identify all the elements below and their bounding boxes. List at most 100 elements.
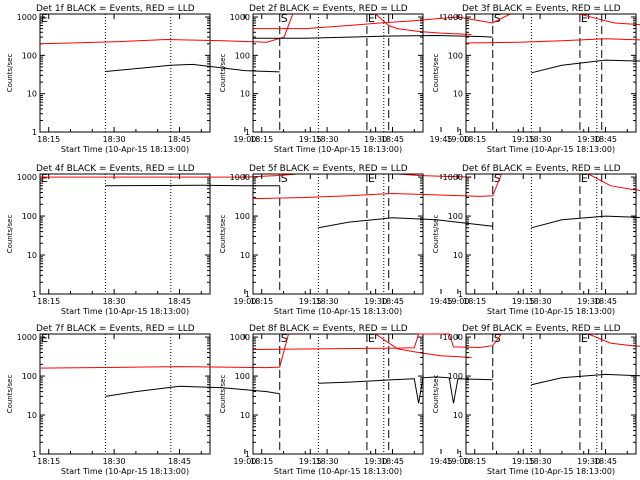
marker-label-e: E <box>41 12 48 25</box>
x-tick-label: 18:30 <box>529 297 552 306</box>
marker-label-e: E <box>368 332 375 345</box>
y-axis-label: Counts/sec <box>6 54 14 93</box>
x-tick-label: 18:45 <box>168 135 191 144</box>
x-axis-label: Start Time (10-Apr-15 18:13:00) <box>274 307 402 316</box>
series-events-line <box>531 59 640 74</box>
x-axis-label: Start Time (10-Apr-15 18:13:00) <box>61 145 189 154</box>
marker-label-e: E <box>368 12 375 25</box>
series-lld-line <box>253 13 640 30</box>
series-lld-line <box>39 333 472 369</box>
x-tick-label: 19:00 <box>446 457 469 466</box>
plot-frame <box>465 13 637 133</box>
marker-label-s: S <box>281 332 288 345</box>
series-events-line <box>531 215 640 229</box>
x-tick-label: 18:30 <box>316 135 339 144</box>
x-tick-label: 18:30 <box>529 457 552 466</box>
y-tick-label: 1 <box>458 128 463 137</box>
plot-frame <box>39 333 211 455</box>
marker-label-s: S <box>494 332 501 345</box>
y-tick-label: 1 <box>245 290 250 299</box>
x-tick-label: 18:30 <box>103 135 126 144</box>
plot-frame <box>39 13 211 133</box>
x-tick-label: 19:30 <box>364 135 387 144</box>
y-tick-label: 1000 <box>443 173 463 182</box>
x-tick-label: 19:15 <box>512 457 535 466</box>
y-axis-label: Counts/sec <box>6 215 14 254</box>
x-tick-label: 18:15 <box>37 297 60 306</box>
marker-label-s: S <box>281 12 288 25</box>
x-tick-label: 18:45 <box>381 457 404 466</box>
x-tick-label: 19:15 <box>299 297 322 306</box>
x-tick-label: 19:45 <box>429 297 452 306</box>
marker-label-s: S <box>494 12 501 25</box>
y-tick-label: 100 <box>448 212 463 221</box>
x-axis-label: Start Time (10-Apr-15 18:13:00) <box>61 307 189 316</box>
y-axis-label: Counts/sec <box>432 54 440 93</box>
x-tick-label: 18:45 <box>594 135 617 144</box>
y-tick-label: 1 <box>245 450 250 459</box>
x-tick-label: 18:15 <box>37 135 60 144</box>
y-tick-label: 10 <box>27 411 37 420</box>
panel-title: Det 9f BLACK = Events, RED = LLD <box>462 324 621 334</box>
x-tick-label: 19:15 <box>299 457 322 466</box>
x-tick-label: 18:15 <box>463 135 486 144</box>
y-tick-label: 10 <box>453 411 463 420</box>
y-tick-label: 100 <box>448 372 463 381</box>
y-axis-label: Counts/sec <box>432 215 440 254</box>
y-tick-label: 1000 <box>17 333 37 342</box>
x-tick-label: 18:15 <box>250 135 273 144</box>
y-tick-label: 10 <box>453 90 463 99</box>
y-tick-label: 10 <box>27 251 37 260</box>
y-tick-label: 1000 <box>17 173 37 182</box>
marker-label-e: E <box>41 172 48 185</box>
x-axis-label: Start Time (10-Apr-15 18:13:00) <box>61 467 189 476</box>
x-tick-label: 18:30 <box>103 457 126 466</box>
series-events-line <box>318 376 493 404</box>
x-tick-label: 18:15 <box>37 457 60 466</box>
marker-label-s: S <box>494 172 501 185</box>
x-tick-label: 19:30 <box>364 297 387 306</box>
y-axis-label: Counts/sec <box>219 375 227 414</box>
x-axis-label: Start Time (10-Apr-15 18:13:00) <box>487 307 615 316</box>
y-tick-label: 10 <box>27 90 37 99</box>
y-tick-label: 1000 <box>443 13 463 22</box>
panel-det-1: Det 1f BLACK = Events, RED = LLD 1 10 100 10… <box>6 4 472 154</box>
plot-frame <box>465 173 637 295</box>
panel-title: Det 8f BLACK = Events, RED = LLD <box>249 324 408 334</box>
y-tick-label: 1 <box>32 290 37 299</box>
y-axis-label: Counts/sec <box>6 375 14 414</box>
x-tick-label: 19:00 <box>233 135 256 144</box>
y-axis-label: Counts/sec <box>432 375 440 414</box>
x-tick-label: 18:45 <box>381 297 404 306</box>
x-axis-label: Start Time (10-Apr-15 18:13:00) <box>274 467 402 476</box>
x-tick-label: 19:45 <box>429 135 452 144</box>
x-tick-label: 18:45 <box>168 297 191 306</box>
series-events-line <box>253 34 493 39</box>
y-tick-label: 1 <box>32 450 37 459</box>
x-tick-label: 19:45 <box>429 457 452 466</box>
marker-label-e: E <box>41 332 48 345</box>
x-tick-label: 18:15 <box>250 297 273 306</box>
series-events-line <box>105 184 280 187</box>
y-tick-label: 1000 <box>230 333 250 342</box>
x-axis-label: Start Time (10-Apr-15 18:13:00) <box>487 467 615 476</box>
panel-title: Det 6f BLACK = Events, RED = LLD <box>462 164 621 174</box>
plot-frame <box>252 333 424 455</box>
y-tick-label: 100 <box>22 372 37 381</box>
series-lld-line <box>252 173 640 200</box>
x-tick-label: 19:15 <box>512 135 535 144</box>
panel-title: Det 2f BLACK = Events, RED = LLD <box>249 4 408 14</box>
x-axis-label: Start Time (10-Apr-15 18:13:00) <box>487 145 615 154</box>
x-tick-label: 19:30 <box>364 457 387 466</box>
y-tick-label: 100 <box>235 212 250 221</box>
x-tick-label: 18:45 <box>168 457 191 466</box>
y-tick-label: 1 <box>245 128 250 137</box>
y-tick-label: 100 <box>448 51 463 60</box>
y-tick-label: 1000 <box>230 13 250 22</box>
y-tick-label: 1 <box>458 290 463 299</box>
y-tick-label: 100 <box>22 212 37 221</box>
panel-title: Det 5f BLACK = Events, RED = LLD <box>249 164 408 174</box>
x-tick-label: 18:15 <box>250 457 273 466</box>
x-tick-label: 19:15 <box>299 135 322 144</box>
panel-det-4: Det 4f BLACK = Events, RED = LLD 1 10 100 10… <box>6 164 472 316</box>
